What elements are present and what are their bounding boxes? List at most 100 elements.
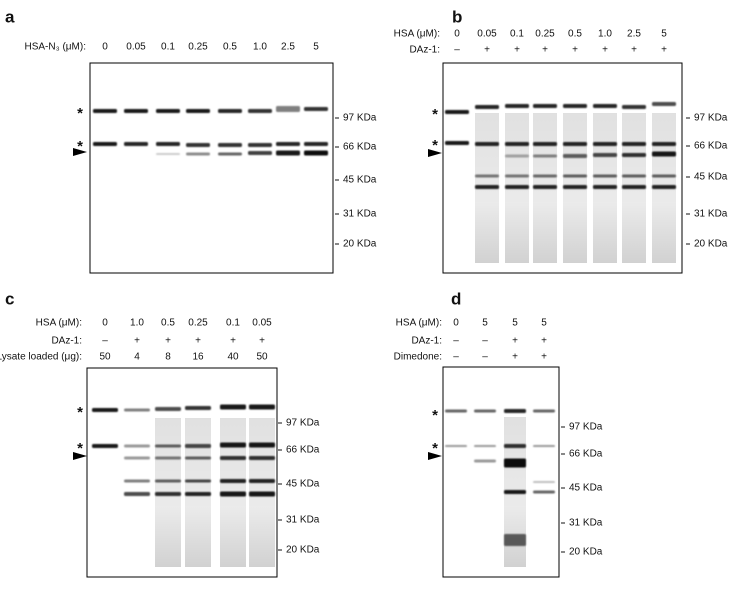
- band: [276, 106, 300, 112]
- band: [276, 150, 300, 156]
- lane-label: 0.5: [161, 318, 175, 329]
- band: [249, 404, 275, 410]
- band: [593, 142, 617, 146]
- lane-label: 5: [313, 42, 319, 53]
- lane-label: +: [541, 336, 547, 347]
- band: [563, 154, 587, 158]
- marker-label: 31 KDa: [569, 518, 603, 529]
- band: [504, 458, 526, 468]
- lane-label: –: [453, 352, 459, 363]
- lane-label: +: [484, 45, 490, 56]
- lane-label: –: [482, 336, 488, 347]
- band: [505, 104, 529, 108]
- arrowhead: [73, 452, 87, 460]
- band: [504, 490, 526, 494]
- arrowhead: [428, 149, 442, 157]
- band: [304, 142, 328, 146]
- blot-frame: [442, 366, 560, 578]
- lane-label: 1.0: [130, 318, 144, 329]
- band: [304, 150, 328, 156]
- band: [248, 151, 272, 155]
- band: [475, 105, 499, 109]
- asterisk: *: [432, 407, 438, 424]
- asterisk: *: [77, 138, 83, 155]
- band: [220, 491, 246, 497]
- band: [475, 185, 499, 189]
- lane-label: 0.25: [188, 42, 208, 53]
- band: [248, 143, 272, 147]
- band: [445, 409, 467, 413]
- lane-label: 8: [165, 352, 171, 363]
- band: [186, 109, 210, 113]
- lane-label: +: [195, 336, 201, 347]
- band: [155, 444, 181, 448]
- asterisk: *: [432, 137, 438, 154]
- lane-label: +: [541, 352, 547, 363]
- band: [155, 407, 181, 411]
- band: [652, 174, 676, 178]
- band: [505, 142, 529, 146]
- band: [563, 104, 587, 108]
- band: [533, 154, 557, 158]
- marker-label: 97 KDa: [569, 422, 603, 433]
- band: [533, 490, 555, 494]
- band: [124, 456, 150, 460]
- band: [593, 174, 617, 178]
- lane-label: –: [102, 336, 108, 347]
- marker-label: 31 KDa: [694, 209, 728, 220]
- band: [533, 142, 557, 146]
- blot-frame: [89, 62, 334, 274]
- band: [186, 152, 210, 156]
- asterisk: *: [432, 440, 438, 457]
- band: [220, 442, 246, 448]
- arrowhead: [428, 452, 442, 460]
- band: [622, 105, 646, 109]
- band: [156, 142, 180, 146]
- band: [593, 185, 617, 189]
- lane-label: +: [512, 352, 518, 363]
- row-label: HSA-N₃ (μM):: [25, 42, 87, 53]
- band: [185, 479, 211, 483]
- marker-label: 31 KDa: [286, 515, 320, 526]
- band: [505, 185, 529, 189]
- lane-label: 0.5: [223, 42, 237, 53]
- band: [124, 492, 150, 496]
- lane-label: +: [542, 45, 548, 56]
- band: [218, 152, 242, 156]
- band: [563, 185, 587, 189]
- lane-label: 0.05: [252, 318, 272, 329]
- marker-label: 20 KDa: [343, 239, 377, 250]
- band: [156, 109, 180, 113]
- band: [249, 456, 275, 460]
- lane-label: 0.1: [510, 29, 524, 40]
- lane-label: 5: [661, 29, 667, 40]
- band: [505, 154, 529, 158]
- lane-label: 0.1: [161, 42, 175, 53]
- band: [155, 456, 181, 460]
- band: [652, 185, 676, 189]
- lane-label: +: [512, 336, 518, 347]
- row-label: DAz-1:: [51, 336, 82, 347]
- band: [186, 143, 210, 147]
- band: [505, 174, 529, 178]
- band: [124, 109, 148, 113]
- lane-label: +: [259, 336, 265, 347]
- band: [533, 445, 555, 447]
- band: [533, 185, 557, 189]
- band: [474, 445, 496, 447]
- band: [445, 110, 469, 114]
- lane-label: +: [572, 45, 578, 56]
- band: [563, 174, 587, 178]
- lane-label: 16: [192, 352, 204, 363]
- band: [593, 153, 617, 157]
- panel-letter: a: [5, 7, 15, 26]
- band: [220, 404, 246, 410]
- lane-label: +: [661, 45, 667, 56]
- band: [475, 142, 499, 146]
- band: [185, 492, 211, 496]
- panel-letter: c: [5, 289, 14, 308]
- row-label: Dimedone:: [394, 352, 442, 363]
- marker-label: 66 KDa: [569, 449, 603, 460]
- band: [504, 409, 526, 413]
